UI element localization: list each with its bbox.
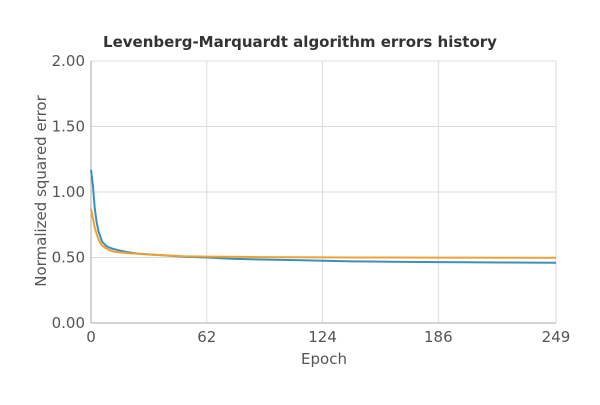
y-tick-label: 0.50 — [52, 249, 85, 267]
y-tick-label: 2.00 — [52, 52, 85, 70]
series-line-1 — [90, 169, 557, 264]
series-line-2 — [90, 208, 556, 259]
tick-labels: 0.00 0.50 1.00 1.50 2.00 0 62 124 186 249 — [52, 52, 571, 346]
y-axis-label: Normalized squared error — [32, 94, 50, 286]
grid — [91, 60, 557, 323]
x-tick-label: 186 — [424, 328, 453, 346]
x-axis-label: Epoch — [301, 350, 347, 368]
axes — [90, 61, 556, 324]
series-layer — [90, 169, 557, 264]
x-tick-label: 124 — [308, 328, 337, 346]
x-tick-label: 249 — [542, 328, 571, 346]
x-tick-label: 0 — [86, 328, 96, 346]
y-tick-label: 1.00 — [52, 183, 85, 201]
y-tick-label: 1.50 — [52, 118, 85, 136]
chart-title: Levenberg-Marquardt algorithm errors his… — [103, 33, 497, 51]
x-tick-label: 62 — [197, 328, 216, 346]
y-tick-label: 0.00 — [52, 314, 85, 332]
